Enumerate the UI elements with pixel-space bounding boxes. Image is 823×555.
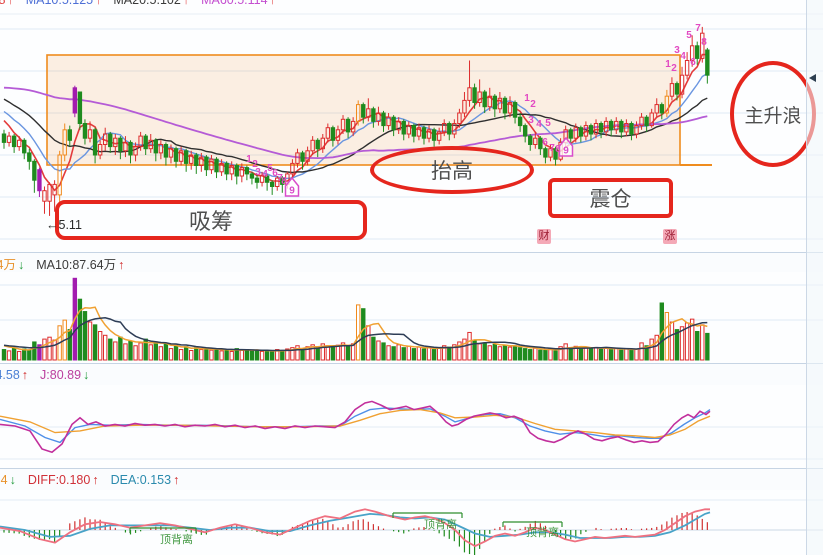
td-nine-badge-icon: [284, 176, 300, 197]
up-arrow-icon: ↑: [173, 473, 180, 487]
indicator-value: DEA:0.153 ↑: [110, 473, 180, 487]
right-axis-strip: [806, 0, 823, 555]
macd-dea-line: [0, 511, 711, 539]
grid-and-separators: [0, 13, 823, 531]
td-count-number: 5: [545, 118, 551, 129]
indicator-value: MACD:0.054↓: [0, 473, 16, 487]
indicator-value: DIFF:0.180 ↑: [27, 473, 99, 487]
td-count-number: 6: [272, 168, 278, 179]
annotation-shakeout-label: 震仓: [589, 188, 632, 211]
vol-ma10-line: [3, 317, 708, 352]
td-count-number: 8: [555, 144, 561, 155]
td-count-number: 6: [690, 57, 696, 68]
td-nine-badge-icon: [558, 136, 574, 157]
td-count-number: 5: [686, 30, 692, 41]
annotation-lift-ellipse: 抬高: [370, 146, 534, 194]
candlestick-series[interactable]: [1, 26, 710, 216]
up-arrow-icon: ↑: [118, 258, 125, 272]
td-count-number: 2: [530, 99, 536, 110]
td-nine-badge-number: 9: [563, 146, 569, 157]
indicator-value: MA60:5.114 ↑: [201, 0, 278, 7]
up-arrow-icon: ↑: [182, 0, 190, 7]
annotation-accumulation-box: 吸筹: [55, 200, 367, 240]
indicator-value: J:80.89 ↓: [40, 368, 90, 382]
low-price-callout: ←5.11: [46, 218, 82, 232]
td-count-number: 7: [277, 173, 283, 184]
td-count-number: 2: [671, 63, 677, 74]
price-position-marker-icon: [809, 74, 816, 82]
annotation-accumulation-label: 吸筹: [188, 209, 233, 234]
top-divergence-label: 顶背离: [424, 519, 457, 531]
indicator-value: MA10:5.125 ↑: [26, 0, 104, 7]
indicator-value: MA10:87.64万 ↑: [36, 258, 125, 272]
ma10-line: [3, 72, 708, 180]
annotation-shakeout-box: 震仓: [548, 178, 673, 218]
td-count-number: 4: [680, 51, 686, 62]
annotation-lift-label: 抬高: [431, 160, 473, 183]
kdj-lines: [0, 400, 711, 454]
td-count-number: 2: [252, 159, 258, 170]
event-badge-limit-up[interactable]: 涨: [663, 229, 677, 244]
td-count-number: 7: [695, 23, 701, 34]
volume-ma-lines: [3, 306, 708, 352]
up-arrow-icon: ↑: [269, 0, 276, 7]
td-count-number: 4: [536, 119, 542, 130]
macd-lines: [0, 508, 711, 548]
td-count-number: 6: [542, 137, 548, 148]
up-arrow-icon: ↑: [92, 473, 99, 487]
up-arrow-icon: ↑: [95, 0, 102, 7]
td-nine-badge-number: 9: [289, 186, 295, 197]
kdj-d-line: [0, 408, 711, 439]
td-count-number: 8: [281, 176, 287, 187]
down-arrow-icon: ↓: [83, 368, 90, 382]
indicator-value: D:74.58↑: [0, 368, 29, 382]
td-count-number: 5: [267, 163, 273, 174]
macd-histogram-series: [3, 512, 708, 555]
divergence-brackets: [129, 512, 563, 533]
td-count-number: 3: [255, 167, 261, 178]
annotation-main-wave-label: 主升浪: [744, 105, 802, 127]
volume-ma-header: MA5:96.04万↓ MA10:87.64万↑: [0, 257, 136, 273]
down-arrow-icon: ↓: [9, 473, 16, 487]
td-count-number: 3: [674, 45, 680, 56]
indicator-value: MA5:96.04万↓: [0, 258, 25, 272]
macd-diff-line: [0, 508, 710, 548]
kdj-j-line: [0, 400, 711, 454]
td-count-number: 1: [246, 154, 252, 165]
down-arrow-icon: ↓: [17, 258, 25, 272]
top-divergence-label: 顶背离: [526, 527, 559, 539]
indicator-value: MA5:5.108↑: [0, 0, 16, 7]
td-count-number: 4: [262, 169, 268, 180]
td-count-number: 1: [524, 93, 530, 104]
macd-header: MACD:0.054↓ DIFF:0.180↑ DEA:0.153↑: [0, 472, 191, 488]
td-count-number: 7: [549, 143, 555, 154]
kdj-header: D:74.58↑ J:80.89↓: [0, 367, 101, 383]
top-divergence-label: 顶背离: [160, 534, 193, 546]
td-count-number: 8: [701, 37, 707, 48]
td-count-number: 3: [528, 115, 534, 126]
indicator-value: MA20:5.102 ↑: [113, 0, 191, 7]
td-count-number: 1: [665, 59, 671, 70]
annotation-main-wave-ellipse: 主升浪: [730, 61, 816, 167]
main-chart-ma-header: MA5:5.108↑ MA10:5.125↑ MA20:5.102↑ MA60:5.1…: [0, 0, 288, 8]
up-arrow-icon: ↑: [21, 368, 29, 382]
event-badge-financial[interactable]: 财: [537, 229, 551, 244]
up-arrow-icon: ↑: [7, 0, 14, 7]
